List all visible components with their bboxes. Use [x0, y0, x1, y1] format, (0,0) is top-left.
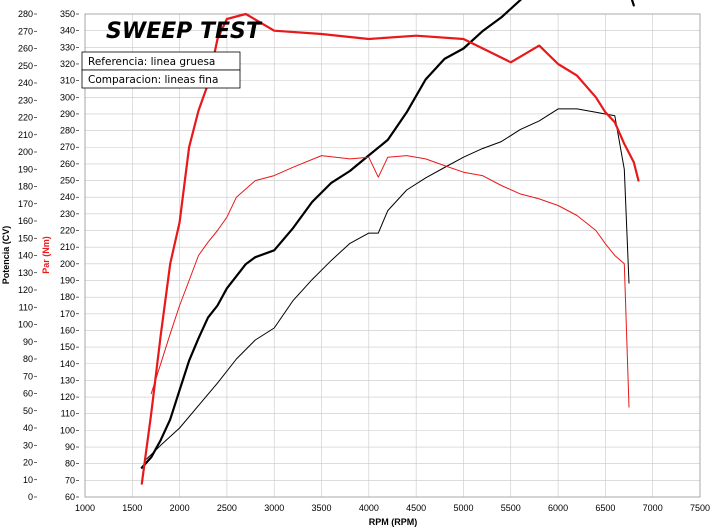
y-tick-label-torque: 270 — [60, 142, 75, 152]
y-tick-label-torque: 70 — [65, 475, 75, 485]
x-tick-label: 2500 — [217, 503, 237, 513]
y-tick-label-torque: 260 — [60, 159, 75, 169]
y-tick-label-power: 200 — [18, 147, 33, 157]
y-tick-label-torque: 280 — [60, 126, 75, 136]
y-tick-label-power: 120 — [18, 285, 33, 295]
series-line-1 — [146, 108, 630, 460]
y-tick-label-power: 230 — [18, 95, 33, 105]
legend-box-comparison — [81, 69, 241, 89]
chart-title: SWEEP TEST — [106, 19, 263, 44]
y-tick-label-torque: 140 — [60, 359, 75, 369]
x-tick-label: 7500 — [690, 503, 710, 513]
y-tick-label-torque: 190 — [60, 275, 75, 285]
x-tick-label: 1000 — [75, 503, 95, 513]
x-tick-label: 5500 — [501, 503, 521, 513]
y-tick-label-torque: 230 — [60, 209, 75, 219]
y-axis-torque-title: Par (Nm) — [41, 236, 51, 274]
y-tick-label-power: 130 — [18, 268, 33, 278]
y-tick-label-torque: 340 — [60, 26, 75, 36]
y-tick-label-power: 110 — [19, 302, 33, 312]
y-tick-label-power: 190 — [18, 164, 33, 174]
y-tick-label-torque: 220 — [60, 226, 75, 236]
y-axis-power-title: Potencia (CV) — [1, 226, 11, 285]
y-tick-label-power: 280 — [18, 9, 33, 19]
x-axis-title: RPM (RPM) — [369, 517, 418, 527]
y-tick-label-torque: 330 — [60, 42, 75, 52]
x-tick-label: 4000 — [359, 503, 379, 513]
y-tick-label-torque: 320 — [60, 59, 75, 69]
y-tick-label-power: 50 — [23, 406, 33, 416]
y-tick-label-power: 100 — [18, 320, 33, 330]
axes: 1000 1500 2000 2500 3000 3500 4000 4500 5000 5500… — [18, 9, 710, 513]
x-tick-label: 4500 — [406, 503, 426, 513]
x-tick-label: 6000 — [548, 503, 568, 513]
y-tick-label-power: 140 — [18, 251, 33, 261]
y-tick-label-torque: 80 — [65, 459, 75, 469]
y-tick-label-power: 160 — [18, 216, 33, 226]
legend-reference-label: Referencia: linea gruesa — [88, 56, 215, 68]
y-tick-label-torque: 300 — [60, 92, 75, 102]
y-tick-label-torque: 100 — [60, 425, 75, 435]
series-line-0 — [140, 0, 635, 469]
y-tick-label-power: 170 — [18, 199, 33, 209]
legend: Referencia: linea gruesa Comparacion: li… — [81, 51, 241, 89]
y-tick-label-torque: 170 — [60, 309, 75, 319]
y-tick-label-torque: 310 — [60, 76, 75, 86]
y-tick-label-torque: 120 — [60, 392, 75, 402]
y-tick-label-power: 260 — [18, 44, 33, 54]
y-tick-label-power: 10 — [23, 475, 33, 485]
x-tick-label: 7000 — [643, 503, 663, 513]
y-tick-label-torque: 160 — [60, 325, 75, 335]
y-tick-label-power: 210 — [18, 130, 33, 140]
y-tick-label-torque: 290 — [60, 109, 75, 119]
y-tick-label-power: 60 — [23, 389, 33, 399]
series-line-2 — [140, 12, 640, 485]
y-tick-label-torque: 130 — [60, 375, 75, 385]
y-tick-label-power: 30 — [23, 440, 33, 450]
y-tick-label-power: 20 — [23, 458, 33, 468]
y-tick-label-power: 90 — [23, 337, 33, 347]
y-tick-label-torque: 90 — [65, 442, 75, 452]
y-tick-label-power: 180 — [18, 182, 33, 192]
y-tick-label-torque: 180 — [60, 292, 75, 302]
x-tick-label: 1500 — [122, 503, 142, 513]
y-tick-label-power: 150 — [18, 233, 33, 243]
y-tick-label-power: 40 — [23, 423, 33, 433]
y-tick-label-power: 70 — [23, 371, 33, 381]
y-tick-label-torque: 350 — [60, 9, 75, 19]
x-tick-label: 3000 — [264, 503, 284, 513]
y-tick-label-power: 250 — [18, 61, 33, 71]
x-tick-label: 3500 — [312, 503, 332, 513]
legend-comparison-label: Comparacion: lineas fina — [88, 74, 218, 86]
y-tick-label-torque: 250 — [60, 176, 75, 186]
y-tick-label-power: 80 — [23, 354, 33, 364]
x-tick-label: 2000 — [170, 503, 190, 513]
y-tick-label-power: 0 — [28, 492, 33, 502]
data-series — [140, 0, 640, 485]
x-tick-label: 5000 — [453, 503, 473, 513]
y-tick-label-torque: 200 — [60, 259, 75, 269]
y-tick-label-power: 270 — [18, 26, 33, 36]
y-tick-label-torque: 150 — [60, 342, 75, 352]
plot-frame — [84, 13, 701, 498]
x-tick-label: 6500 — [595, 503, 615, 513]
y-tick-label-power: 240 — [18, 78, 33, 88]
y-tick-label-torque: 210 — [60, 242, 75, 252]
y-tick-label-torque: 60 — [65, 492, 75, 502]
y-tick-label-torque: 240 — [60, 192, 75, 202]
series-line-3 — [150, 155, 630, 408]
y-tick-label-torque: 110 — [61, 409, 75, 419]
y-tick-label-power: 220 — [18, 113, 33, 123]
